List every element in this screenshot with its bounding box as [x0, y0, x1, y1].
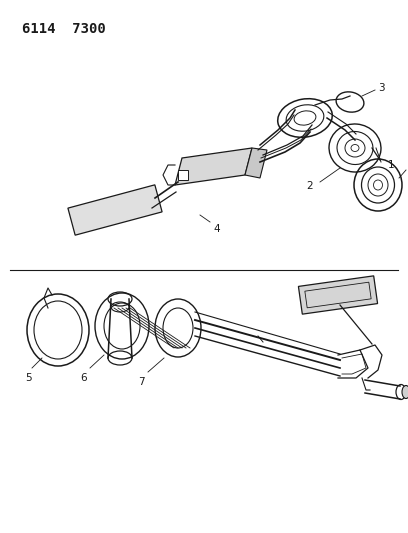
Text: 3: 3	[378, 83, 385, 93]
Text: 1: 1	[388, 160, 395, 170]
Text: 6: 6	[80, 373, 86, 383]
Text: 7: 7	[138, 377, 144, 387]
Polygon shape	[68, 185, 162, 235]
Polygon shape	[298, 276, 377, 314]
Ellipse shape	[402, 385, 408, 399]
Text: 6114  7300: 6114 7300	[22, 22, 106, 36]
Bar	[178, 170, 188, 180]
Text: 2: 2	[306, 181, 313, 191]
Polygon shape	[175, 148, 252, 185]
Text: 4: 4	[213, 224, 220, 234]
Text: 5: 5	[25, 373, 32, 383]
Polygon shape	[245, 148, 267, 178]
